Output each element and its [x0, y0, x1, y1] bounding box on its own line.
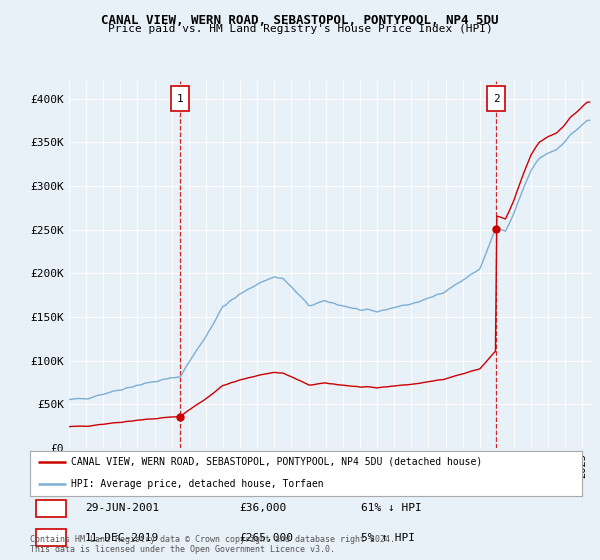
Text: 5% ↑ HPI: 5% ↑ HPI: [361, 533, 415, 543]
Text: 1: 1: [176, 94, 184, 104]
FancyBboxPatch shape: [170, 86, 190, 111]
Text: 2: 2: [47, 533, 55, 543]
FancyBboxPatch shape: [487, 86, 505, 111]
Text: 11-DEC-2019: 11-DEC-2019: [85, 533, 160, 543]
Text: Contains HM Land Registry data © Crown copyright and database right 2024.
This d: Contains HM Land Registry data © Crown c…: [30, 535, 395, 554]
Text: 29-JUN-2001: 29-JUN-2001: [85, 503, 160, 514]
Text: 2: 2: [493, 94, 499, 104]
Text: £265,000: £265,000: [240, 533, 294, 543]
Text: CANAL VIEW, WERN ROAD, SEBASTOPOL, PONTYPOOL, NP4 5DU (detached house): CANAL VIEW, WERN ROAD, SEBASTOPOL, PONTY…: [71, 456, 482, 466]
FancyBboxPatch shape: [35, 500, 66, 517]
Text: 61% ↓ HPI: 61% ↓ HPI: [361, 503, 422, 514]
Text: HPI: Average price, detached house, Torfaen: HPI: Average price, detached house, Torf…: [71, 479, 324, 489]
Text: CANAL VIEW, WERN ROAD, SEBASTOPOL, PONTYPOOL, NP4 5DU: CANAL VIEW, WERN ROAD, SEBASTOPOL, PONTY…: [101, 14, 499, 27]
Text: 1: 1: [47, 503, 55, 514]
FancyBboxPatch shape: [35, 529, 66, 546]
Text: Price paid vs. HM Land Registry's House Price Index (HPI): Price paid vs. HM Land Registry's House …: [107, 24, 493, 34]
Text: £36,000: £36,000: [240, 503, 287, 514]
